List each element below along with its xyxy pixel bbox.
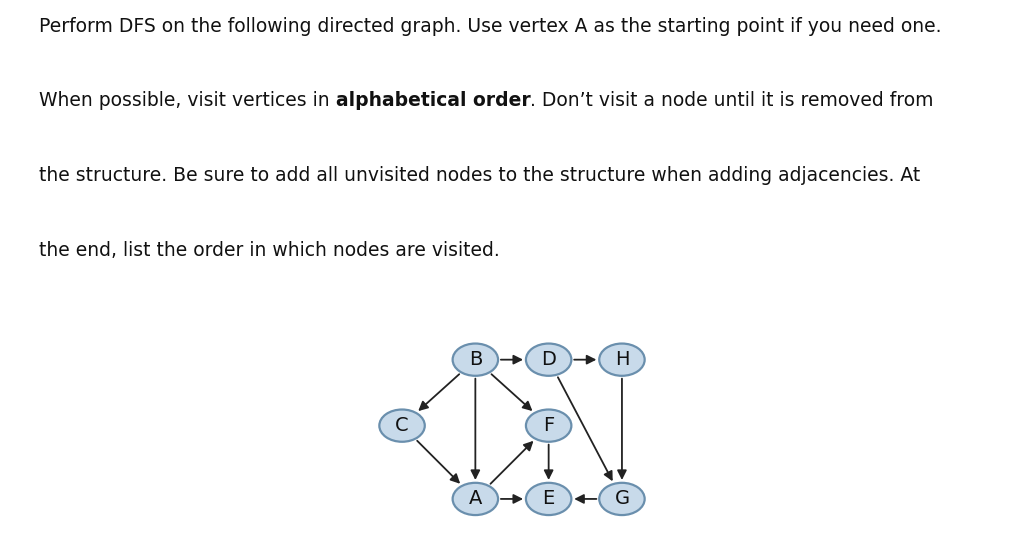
Text: alphabetical order: alphabetical order [336,91,530,110]
Text: When possible, visit vertices in: When possible, visit vertices in [39,91,336,110]
Ellipse shape [453,343,498,376]
Text: A: A [469,489,482,509]
Ellipse shape [599,483,645,515]
Text: Perform DFS on the following directed graph. Use vertex A as the starting point : Perform DFS on the following directed gr… [39,17,941,35]
Text: G: G [614,489,630,509]
Text: C: C [395,416,409,435]
Ellipse shape [379,409,425,442]
Ellipse shape [526,343,571,376]
Text: E: E [543,489,555,509]
Text: B: B [469,350,482,369]
Text: the structure. Be sure to add all unvisited nodes to the structure when adding a: the structure. Be sure to add all unvisi… [39,166,921,185]
Ellipse shape [453,483,498,515]
Text: . Don’t visit a node until it is removed from: . Don’t visit a node until it is removed… [530,91,934,110]
Ellipse shape [526,483,571,515]
Ellipse shape [599,343,645,376]
Text: D: D [542,350,556,369]
Text: the end, list the order in which nodes are visited.: the end, list the order in which nodes a… [39,241,500,260]
Text: F: F [543,416,554,435]
Text: H: H [614,350,629,369]
Ellipse shape [526,409,571,442]
